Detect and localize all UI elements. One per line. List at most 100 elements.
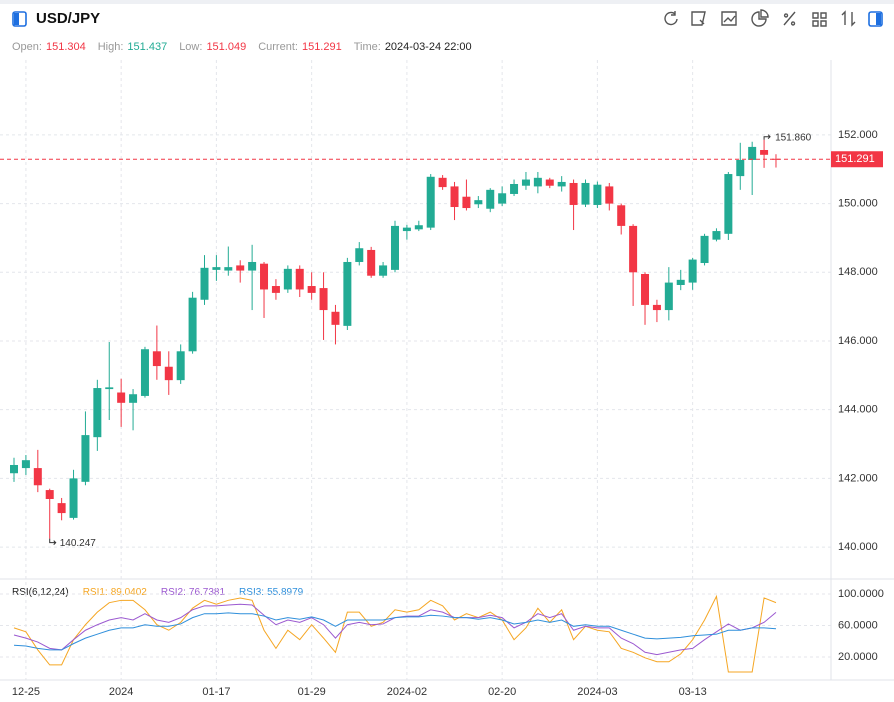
candle-body bbox=[295, 268, 304, 290]
candle-body bbox=[557, 181, 566, 187]
candle-body bbox=[617, 205, 626, 226]
pie-icon[interactable] bbox=[751, 9, 769, 27]
side-panel-icon[interactable] bbox=[868, 11, 883, 27]
candle-body bbox=[260, 263, 269, 290]
candle-body bbox=[474, 200, 483, 205]
candle-body bbox=[45, 490, 54, 499]
candle-body bbox=[57, 503, 66, 514]
ohlc-info: Open: 151.304 High: 151.437 Low: 151.049 Curre… bbox=[12, 41, 472, 53]
candle-body bbox=[271, 286, 280, 293]
candle-body bbox=[652, 304, 661, 311]
candle-body bbox=[641, 274, 650, 305]
candle-body bbox=[129, 394, 138, 403]
candle-body bbox=[629, 225, 638, 273]
high-marker bbox=[763, 134, 771, 140]
x-tick-label: 2024-03 bbox=[577, 686, 617, 698]
x-tick-label: 03-13 bbox=[679, 686, 707, 698]
candle-body bbox=[319, 288, 328, 311]
y-tick-label: 150.000 bbox=[838, 197, 878, 209]
candle-body bbox=[462, 196, 471, 209]
rsi-line bbox=[13, 603, 777, 656]
y-tick-label: 140.000 bbox=[838, 541, 878, 553]
x-tick-label: 01-29 bbox=[298, 686, 326, 698]
x-tick-label: 01-17 bbox=[202, 686, 230, 698]
candle-body bbox=[188, 297, 197, 352]
last-price-label: 151.291 bbox=[835, 153, 875, 165]
panel-icon-fill bbox=[14, 13, 19, 25]
candle-body bbox=[510, 184, 519, 194]
candle-body bbox=[438, 177, 447, 188]
candle-body bbox=[700, 235, 709, 264]
top-strip bbox=[0, 0, 894, 4]
candle-body bbox=[224, 267, 233, 271]
candle-body bbox=[248, 261, 257, 271]
y-tick-label: 20.0000 bbox=[838, 651, 878, 663]
candle-body bbox=[200, 267, 209, 300]
candle-body bbox=[748, 146, 757, 160]
panel-icon[interactable] bbox=[12, 11, 27, 27]
percent-icon[interactable] bbox=[783, 11, 796, 26]
candle-body bbox=[521, 179, 530, 186]
candle-body bbox=[379, 265, 388, 276]
candle-body bbox=[10, 464, 18, 474]
info-label: Current: bbox=[258, 41, 298, 53]
info-value: 151.049 bbox=[206, 41, 246, 53]
candle-body bbox=[307, 286, 316, 293]
y-tick-label: 144.000 bbox=[838, 404, 878, 416]
info-value: 2024-03-24 22:00 bbox=[385, 41, 472, 53]
x-tick-label: 12-25 bbox=[12, 686, 40, 698]
candle-body bbox=[21, 460, 30, 469]
candle-body bbox=[664, 282, 673, 311]
y-tick-label: 100.0000 bbox=[838, 588, 884, 600]
info-value: 151.437 bbox=[127, 41, 167, 53]
candle-body bbox=[140, 349, 149, 396]
x-tick-label: 02-20 bbox=[488, 686, 516, 698]
x-tick-label: 2024 bbox=[109, 686, 133, 698]
rsi-title: RSI(6,12,24) bbox=[12, 587, 69, 598]
rsi-line bbox=[13, 612, 777, 651]
candle-body bbox=[569, 182, 578, 205]
legend-name: RSI3: bbox=[239, 587, 264, 598]
candle-body bbox=[355, 248, 364, 262]
candle-body bbox=[93, 388, 102, 438]
high-label: 151.860 bbox=[775, 132, 812, 143]
info-label: High: bbox=[98, 41, 124, 53]
candle-body bbox=[283, 268, 292, 290]
legend-value: 89.0402 bbox=[111, 587, 148, 598]
info-label: Time: bbox=[354, 41, 381, 53]
candle-body bbox=[498, 193, 507, 204]
y-tick-label: 152.000 bbox=[838, 129, 878, 141]
candle-body bbox=[343, 261, 352, 326]
chart-icon[interactable] bbox=[721, 11, 737, 26]
candle-body bbox=[69, 478, 78, 518]
legend-name: RSI1: bbox=[83, 587, 108, 598]
candle-body bbox=[533, 177, 542, 187]
toolbar bbox=[664, 9, 883, 27]
candle-body bbox=[486, 189, 495, 209]
side-panel-icon-fill bbox=[876, 13, 881, 25]
y-tick-label: 142.000 bbox=[838, 472, 878, 484]
candle-body bbox=[712, 231, 721, 240]
candle-body bbox=[581, 182, 590, 205]
chart-title: USD/JPY bbox=[36, 10, 100, 27]
candle-body bbox=[81, 435, 90, 482]
sort-icon[interactable] bbox=[841, 10, 856, 27]
candle-body bbox=[105, 387, 114, 390]
candle-body bbox=[367, 249, 376, 276]
candle-body bbox=[771, 158, 780, 160]
refresh-icon[interactable] bbox=[664, 11, 678, 26]
grid-icon[interactable] bbox=[812, 12, 827, 27]
last-price-tag bbox=[831, 151, 883, 168]
x-tick-label: 2024-02 bbox=[387, 686, 427, 698]
draw-icon[interactable] bbox=[691, 11, 706, 26]
candle-body bbox=[176, 351, 185, 381]
candle-body bbox=[605, 186, 614, 204]
legend-value: 76.7381 bbox=[189, 587, 226, 598]
candle-body bbox=[688, 259, 697, 283]
info-label: Low: bbox=[179, 41, 202, 53]
candle-body bbox=[152, 351, 161, 367]
candle-body bbox=[390, 225, 399, 270]
candle-body bbox=[33, 468, 42, 486]
candle-body bbox=[724, 174, 733, 234]
